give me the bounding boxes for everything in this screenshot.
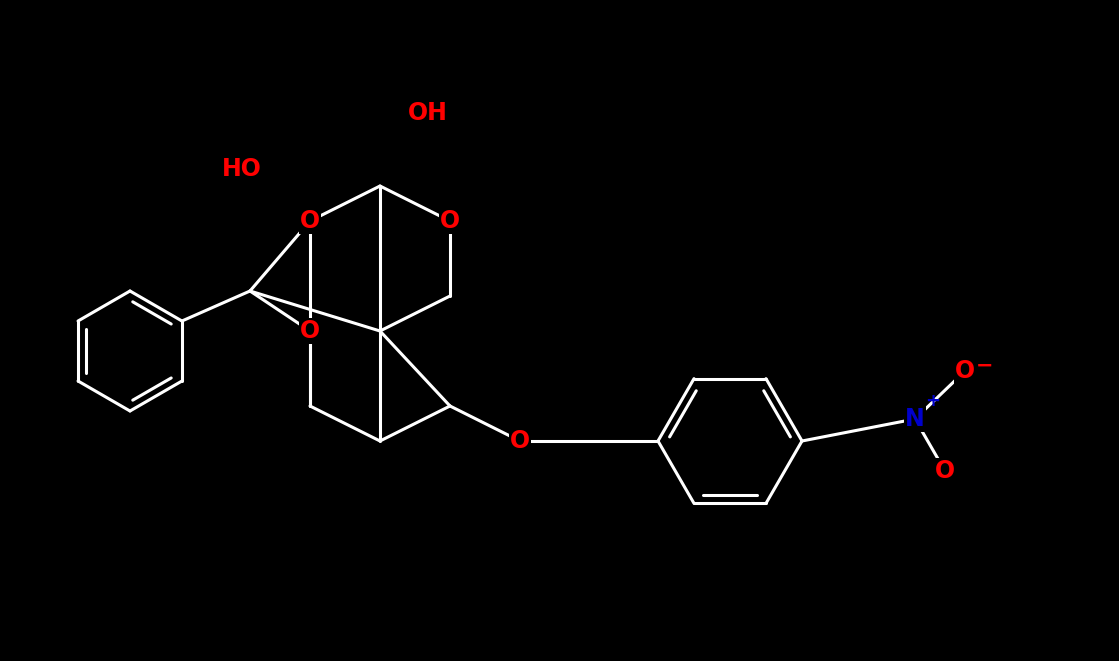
Text: O: O — [935, 459, 955, 483]
Text: O: O — [300, 209, 320, 233]
Text: +: + — [925, 392, 940, 410]
Text: O: O — [300, 319, 320, 343]
Text: HO: HO — [223, 157, 262, 181]
Text: O: O — [955, 359, 975, 383]
Text: N: N — [905, 407, 925, 431]
Text: O: O — [510, 429, 530, 453]
Text: O: O — [440, 209, 460, 233]
Text: OH: OH — [408, 101, 448, 125]
Text: −: − — [976, 356, 994, 376]
